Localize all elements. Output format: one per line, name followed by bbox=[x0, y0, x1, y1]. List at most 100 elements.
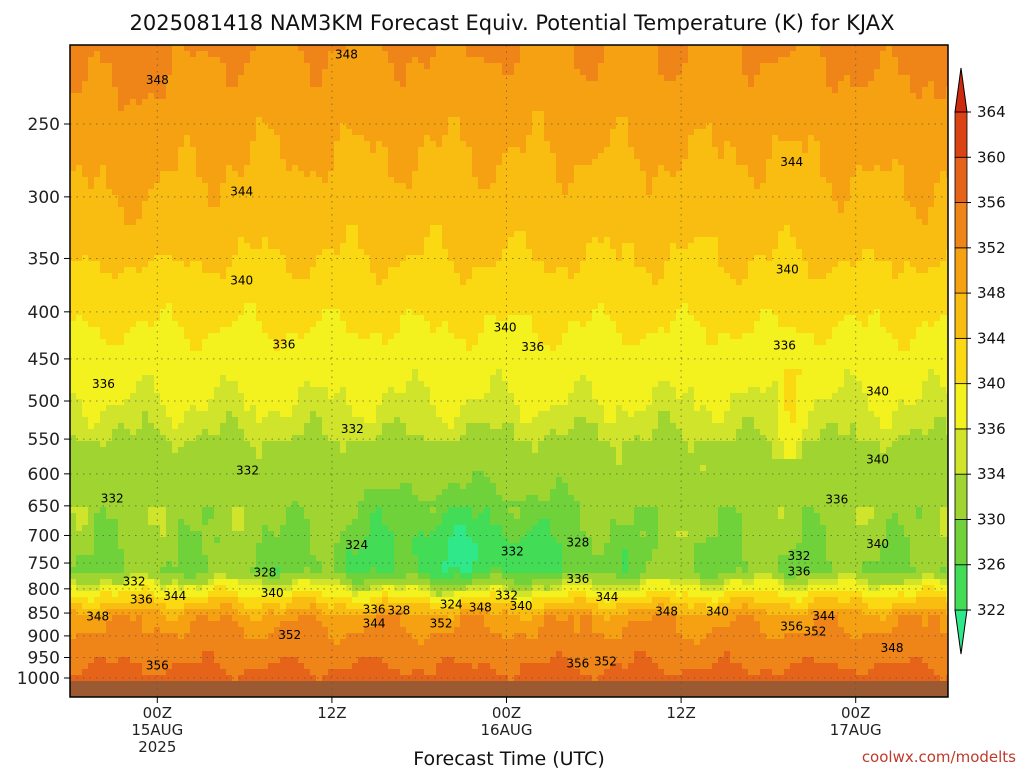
colorbar-swatch bbox=[954, 202, 968, 249]
x-tick-label: 16AUG bbox=[481, 721, 533, 739]
y-tick-label: 350 bbox=[28, 249, 60, 269]
colorbar-swatch bbox=[954, 428, 968, 475]
colorbar-tick-label: 326 bbox=[977, 556, 1006, 574]
colorbar-swatch bbox=[954, 247, 968, 294]
contour-label: 356 bbox=[780, 619, 803, 633]
colorbar-min-arrow bbox=[954, 609, 968, 655]
contour-label: 332 bbox=[495, 588, 518, 602]
colorbar-tick-label: 330 bbox=[977, 510, 1006, 528]
contour-label: 332 bbox=[236, 464, 259, 478]
y-tick-label: 1000 bbox=[17, 669, 60, 689]
contour-label: 340 bbox=[866, 384, 889, 398]
y-tick-label: 250 bbox=[28, 115, 60, 135]
y-tick-label: 550 bbox=[28, 430, 60, 450]
colorbar-swatch bbox=[954, 473, 968, 520]
contour-label: 332 bbox=[501, 545, 524, 559]
colorbar-tick-label: 364 bbox=[977, 103, 1006, 121]
colorbar-tick-label: 356 bbox=[977, 194, 1006, 212]
contour-label: 324 bbox=[440, 597, 463, 611]
x-tick-label: 12Z bbox=[666, 704, 695, 722]
chart-title: 2025081418 NAM3KM Forecast Equiv. Potent… bbox=[130, 11, 895, 35]
x-tick-label: 00Z bbox=[841, 704, 870, 722]
contour-label: 332 bbox=[101, 491, 124, 505]
y-tick-label: 400 bbox=[28, 303, 60, 323]
contour-label: 340 bbox=[230, 274, 253, 288]
colorbar-tick-label: 360 bbox=[977, 148, 1006, 166]
contour-label: 336 bbox=[363, 603, 386, 617]
contour-label: 336 bbox=[272, 337, 295, 351]
contour-label: 340 bbox=[866, 453, 889, 467]
x-tick-label: 15AUG bbox=[131, 721, 183, 739]
y-tick-label: 800 bbox=[28, 580, 60, 600]
contour-label: 344 bbox=[230, 184, 253, 198]
contour-label: 336 bbox=[92, 377, 115, 391]
colorbar-tick-label: 344 bbox=[977, 329, 1006, 347]
colorbar-swatch bbox=[954, 519, 968, 566]
contour-label: 352 bbox=[278, 628, 301, 642]
contour-label: 344 bbox=[595, 590, 618, 604]
colorbar-tick-label: 336 bbox=[977, 420, 1006, 438]
contour-label: 340 bbox=[261, 586, 284, 600]
contour-label: 356 bbox=[566, 656, 589, 670]
colorbar-swatch bbox=[954, 111, 968, 158]
contour-label: 336 bbox=[521, 340, 544, 354]
y-tick-label: 700 bbox=[28, 526, 60, 546]
contour-label: 332 bbox=[788, 549, 811, 563]
contour-label: 336 bbox=[788, 564, 811, 578]
contour-label: 348 bbox=[146, 73, 169, 87]
y-tick-label: 450 bbox=[28, 350, 60, 370]
contour-label: 344 bbox=[812, 609, 835, 623]
contour-label: 336 bbox=[130, 593, 153, 607]
contour-label: 328 bbox=[566, 535, 589, 549]
colorbar-swatch bbox=[954, 292, 968, 339]
contour-label: 340 bbox=[706, 605, 729, 619]
y-tick-label: 950 bbox=[28, 649, 60, 669]
contour-label: 336 bbox=[566, 572, 589, 586]
contour-label: 356 bbox=[146, 658, 169, 672]
contour-label: 352 bbox=[430, 617, 453, 631]
contour-label: 328 bbox=[387, 604, 410, 618]
contour-label: 332 bbox=[123, 574, 146, 588]
contour-labels: 3483483443443403403403363363363363403323… bbox=[86, 47, 903, 672]
colorbar-legend: 322 326 330 334 336 340 344 348 352 356 360 364 bbox=[954, 67, 1006, 655]
colorbar-swatch bbox=[954, 564, 968, 611]
contour-label: 348 bbox=[655, 605, 678, 619]
contour-label: 340 bbox=[776, 263, 799, 277]
plot-area: 3483483443443403403403363363363363403323… bbox=[70, 45, 948, 697]
contour-label: 340 bbox=[866, 537, 889, 551]
colorbar-max-arrow bbox=[954, 67, 968, 113]
colorbar-swatch bbox=[954, 156, 968, 203]
source-watermark: coolwx.com/modelts bbox=[862, 748, 1016, 766]
x-tick-label: 12Z bbox=[317, 704, 346, 722]
colorbar-tick-label: 352 bbox=[977, 239, 1006, 257]
colorbar-swatch bbox=[954, 383, 968, 430]
contour-label: 352 bbox=[594, 655, 617, 669]
contour-label: 348 bbox=[881, 641, 904, 655]
colorbar-tick-label: 322 bbox=[977, 601, 1006, 619]
x-tick-label: 2025 bbox=[138, 738, 176, 756]
contour-label: 328 bbox=[254, 566, 277, 580]
contour-label: 348 bbox=[335, 47, 358, 61]
colorbar-tick-label: 340 bbox=[977, 375, 1006, 393]
y-tick-label: 900 bbox=[28, 627, 60, 647]
contour-label: 348 bbox=[86, 609, 109, 623]
contour-label: 336 bbox=[773, 338, 796, 352]
y-tick-label: 600 bbox=[28, 465, 60, 485]
contour-label: 332 bbox=[341, 422, 364, 436]
x-tick-label: 00Z bbox=[492, 704, 521, 722]
contour-label: 340 bbox=[494, 320, 517, 334]
colorbar-tick-label: 348 bbox=[977, 284, 1006, 302]
x-tick-label: 00Z bbox=[143, 704, 172, 722]
ground-band bbox=[70, 681, 948, 697]
y-tick-label: 300 bbox=[28, 188, 60, 208]
contour-label: 344 bbox=[163, 589, 186, 603]
y-tick-label: 500 bbox=[28, 392, 60, 412]
contour-label: 348 bbox=[469, 600, 492, 614]
contour-label: 336 bbox=[825, 493, 848, 507]
x-axis-label: Forecast Time (UTC) bbox=[413, 748, 604, 768]
y-axis: 250 300 350 400 450 500 550 600 650 700 750 800 850 9… bbox=[17, 115, 70, 689]
plot-frame bbox=[69, 44, 949, 698]
y-tick-label: 750 bbox=[28, 554, 60, 574]
